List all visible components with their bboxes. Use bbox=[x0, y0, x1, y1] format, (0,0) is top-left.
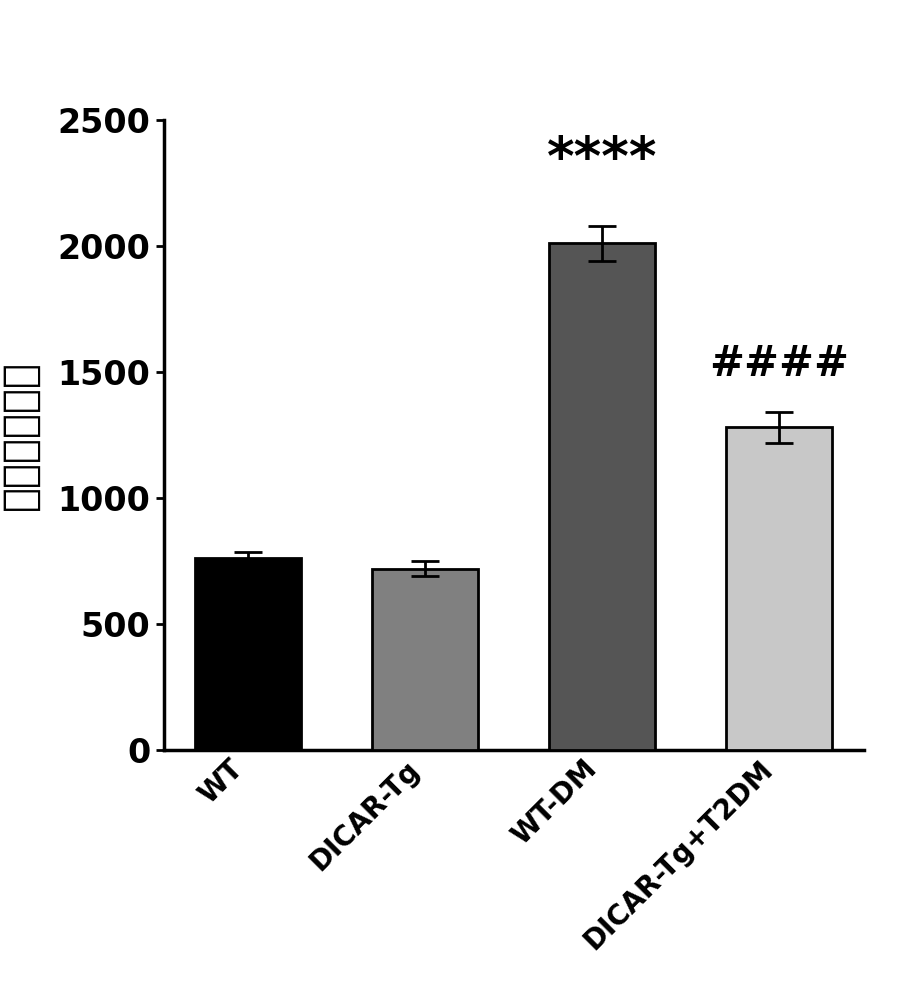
Text: ****: **** bbox=[546, 134, 657, 186]
Bar bbox=[195, 558, 302, 750]
Y-axis label: 细胞像素面积: 细胞像素面积 bbox=[0, 360, 41, 510]
Bar bbox=[372, 569, 478, 750]
Bar bbox=[725, 427, 832, 750]
Text: ####: #### bbox=[709, 343, 849, 385]
Bar bbox=[549, 243, 655, 750]
